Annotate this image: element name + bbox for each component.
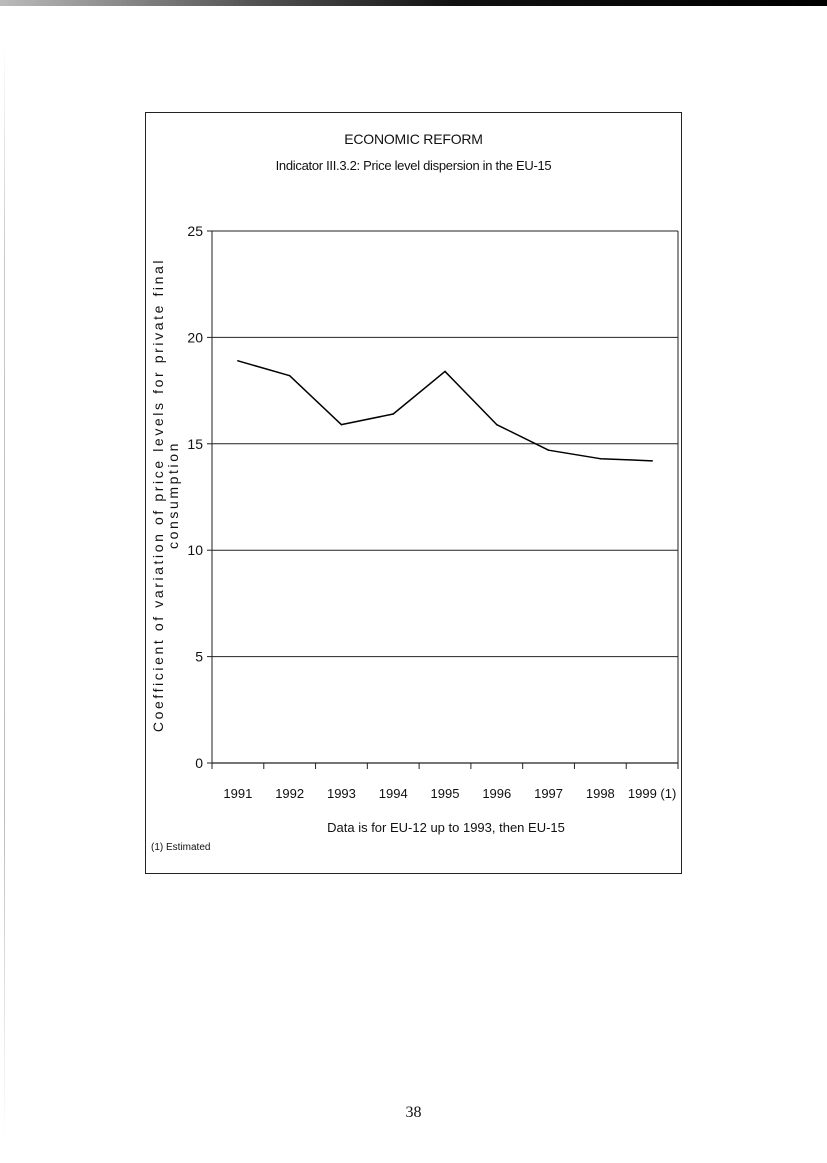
x-axis-label: Data is for EU-12 up to 1993, then EU-15: [327, 820, 565, 835]
x-tick-label: 1993: [327, 786, 356, 801]
x-tick-label: 1999 (1): [628, 786, 676, 801]
x-tick-label: 1995: [431, 786, 460, 801]
data-point-0: [237, 360, 239, 362]
footnote: (1) Estimated: [151, 842, 211, 853]
chart-frame: [145, 112, 682, 874]
y-tick-label: 20: [187, 329, 203, 345]
x-tick-label: 1994: [379, 786, 408, 801]
y-tick-label: 0: [195, 755, 203, 771]
data-point-8: [651, 460, 653, 462]
y-tick-label: 10: [187, 542, 203, 558]
data-point-3: [392, 413, 395, 415]
y-tick-label: 5: [195, 649, 203, 665]
data-point-5: [495, 423, 498, 426]
y-tick-label: 15: [187, 436, 203, 452]
x-tick-label: 1998: [586, 786, 615, 801]
gridlines: [212, 230, 678, 658]
x-tick-label: 1992: [275, 786, 304, 801]
series-line: [237, 360, 653, 462]
x-tick-label: 1997: [534, 786, 563, 801]
data-point-7: [599, 457, 602, 460]
x-tick-label: 1996: [482, 786, 511, 801]
y-tick-label: 25: [187, 223, 203, 239]
chart-title: ECONOMIC REFORM: [344, 131, 483, 147]
scan-top-edge: [0, 0, 827, 6]
x-tick-label: 1991: [223, 786, 252, 801]
series: [237, 360, 653, 462]
scan-left-edge: [4, 40, 5, 1140]
tick-labels: 0 5 10 15 20 25 1991 1992 1993 1994 1995 1996 1997 19…: [187, 223, 676, 801]
chart-subtitle: Indicator III.3.2: Price level dispersio…: [275, 158, 552, 173]
data-point-4: [444, 370, 446, 373]
data-point-6: [547, 449, 550, 451]
axes: [207, 230, 679, 769]
page-number: 38: [405, 1104, 422, 1121]
data-point-2: [340, 423, 343, 426]
data-point-1: [288, 374, 291, 377]
